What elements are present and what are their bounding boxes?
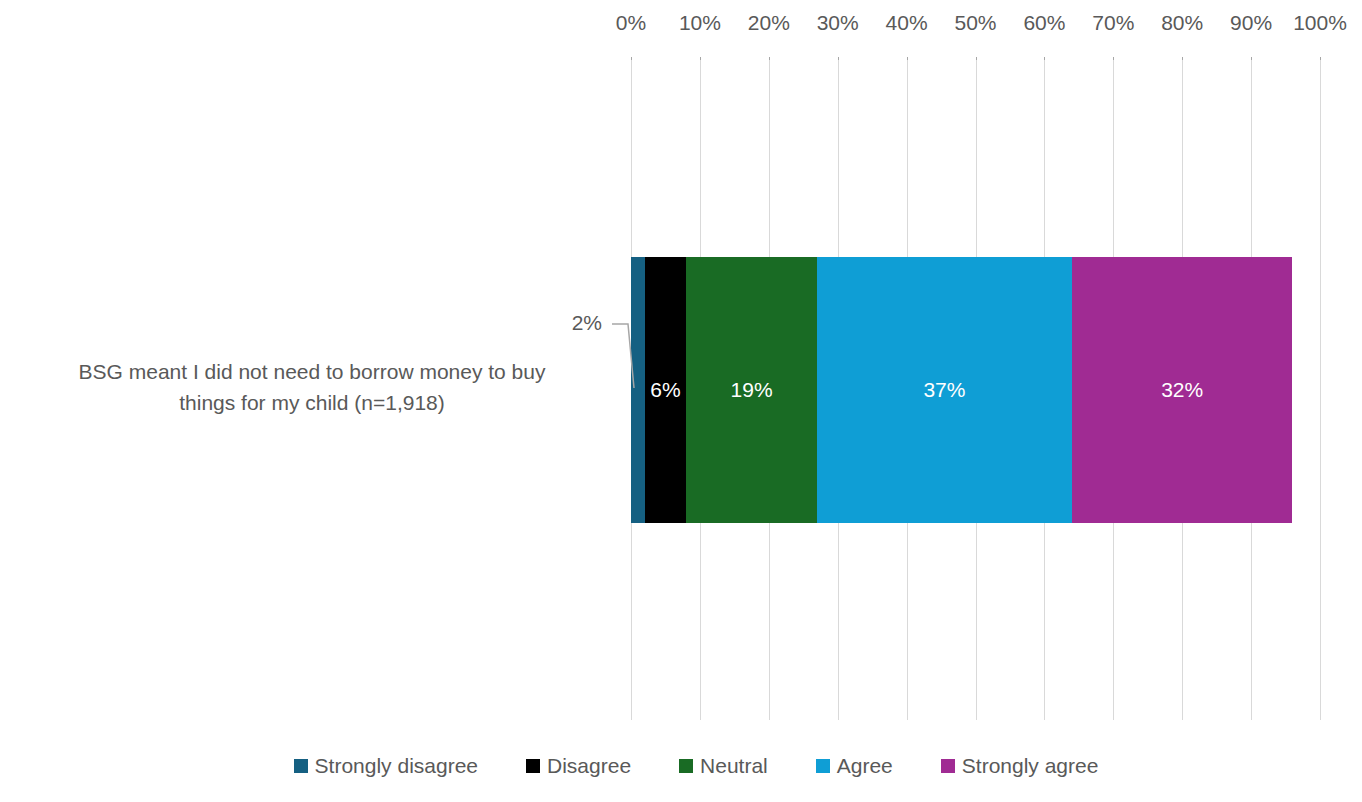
legend-item-strongly-disagree: Strongly disagree xyxy=(294,754,478,778)
bar-segment-strongly-agree: 32% xyxy=(1072,257,1292,523)
bar-segment-data-label: 32% xyxy=(1161,378,1203,402)
legend-item-neutral: Neutral xyxy=(679,754,768,778)
legend-item-disagree: Disagree xyxy=(526,754,631,778)
legend-label: Agree xyxy=(837,754,893,778)
legend-label: Strongly disagree xyxy=(315,754,478,778)
legend-swatch-icon xyxy=(941,759,955,773)
legend-swatch-icon xyxy=(526,759,540,773)
category-label-line2: things for my child (n=1,918) xyxy=(179,391,445,414)
bar-segment-strongly-disagree xyxy=(631,257,645,523)
stacked-bar-chart: 0% 10% 20% 30% 40% 50% 60% 70% 80% 90% 100% 6% 19% 3… xyxy=(0,0,1362,802)
legend-label: Strongly agree xyxy=(962,754,1099,778)
bar-segment-data-label: 6% xyxy=(650,378,680,402)
x-axis-tick-label: 60% xyxy=(1023,9,1065,37)
callout-data-label: 2% xyxy=(540,311,602,335)
gridline xyxy=(1320,60,1321,720)
stacked-bar: 6% 19% 37% 32% xyxy=(631,257,1320,523)
bar-segment-disagree: 6% xyxy=(645,257,686,523)
x-axis-tick-label: 30% xyxy=(817,9,859,37)
x-axis-tick-label: 10% xyxy=(679,9,721,37)
x-axis-tick-label: 50% xyxy=(954,9,996,37)
bar-segment-agree: 37% xyxy=(817,257,1072,523)
legend-label: Disagree xyxy=(547,754,631,778)
legend-swatch-icon xyxy=(816,759,830,773)
category-label: BSG meant I did not need to borrow money… xyxy=(8,356,616,418)
x-axis-tick-label: 20% xyxy=(748,9,790,37)
legend-item-agree: Agree xyxy=(816,754,893,778)
x-axis-tick-label: 90% xyxy=(1230,9,1272,37)
legend-swatch-icon xyxy=(294,759,308,773)
legend: Strongly disagree Disagree Neutral Agree Str… xyxy=(30,754,1362,778)
legend-label: Neutral xyxy=(700,754,768,778)
bar-segment-data-label: 37% xyxy=(923,378,965,402)
x-axis-tick-label: 100% xyxy=(1293,9,1347,37)
x-axis-tick-label: 40% xyxy=(886,9,928,37)
category-label-line1: BSG meant I did not need to borrow money… xyxy=(79,360,546,383)
x-axis-tick-label: 80% xyxy=(1161,9,1203,37)
legend-item-strongly-agree: Strongly agree xyxy=(941,754,1099,778)
x-axis-tick-label: 0% xyxy=(616,9,646,37)
bar-segment-neutral: 19% xyxy=(686,257,817,523)
x-axis-tick-label: 70% xyxy=(1092,9,1134,37)
legend-swatch-icon xyxy=(679,759,693,773)
bar-segment-data-label: 19% xyxy=(731,378,773,402)
